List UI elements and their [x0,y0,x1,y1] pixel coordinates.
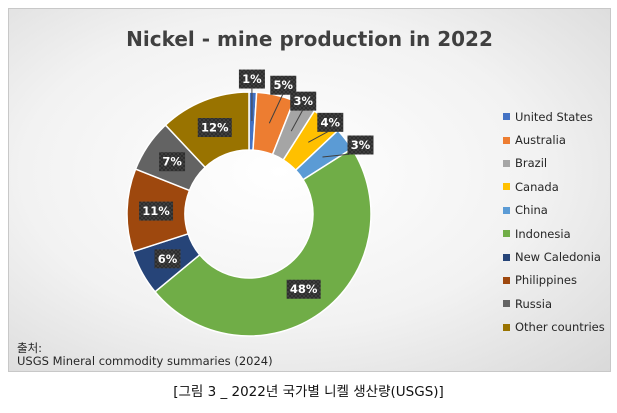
data-label-united-states: 1% [238,69,265,89]
legend-swatch [503,323,510,331]
leader-brazil [290,108,304,132]
legend-label: Australia [515,133,566,148]
legend-label: Indonesia [515,226,571,241]
data-label-box [154,249,181,269]
legend-swatch [503,230,510,238]
data-label-text: 12% [201,121,229,135]
legend-item-indonesia: Indonesia [503,222,605,245]
legend-item-brazil: Brazil [503,152,605,175]
legend-item-united-states: United States [503,105,605,128]
legend-item-australia: Australia [503,128,605,151]
source-text: USGS Mineral commodity summaries (2024) [17,354,273,368]
data-label-text: 6% [158,252,178,266]
legend-swatch [503,276,510,284]
data-label-box [197,118,232,138]
legend-label: China [515,203,548,218]
figure-caption: [그림 3 _ 2022년 국가별 니켈 생산량(USGS)] [173,384,444,400]
data-label-brazil: 3% [290,91,317,111]
leader-australia [268,93,284,124]
legend-label: Russia [515,296,552,311]
legend-swatch [503,159,510,167]
data-label-russia: 7% [159,152,186,172]
legend-label: Brazil [515,156,548,171]
chart-title: Nickel - mine production in 2022 [126,27,493,51]
legend-label: United States [515,109,593,124]
leader-canada [308,129,331,143]
data-label-box [286,279,321,299]
legend-item-philippines: Philippines [503,269,605,292]
data-label-box [270,75,297,95]
data-label-indonesia: 48% [286,279,321,299]
data-label-philippines: 11% [139,201,174,221]
data-label-china: 3% [347,135,374,155]
legend-swatch [503,206,510,214]
legend-label: Other countries [515,320,605,335]
legend-item-other-countries: Other countries [503,316,605,339]
data-label-new-caledonia: 6% [154,249,181,269]
legend-label: New Caledonia [515,250,601,265]
data-label-canada: 4% [317,112,344,132]
data-label-text: 5% [274,78,294,92]
legend-label: Philippines [515,273,577,288]
legend-label: Canada [515,179,559,194]
legend: United States Australia Brazil Canada China I… [503,105,605,339]
data-label-box [238,69,265,89]
legend-swatch [503,253,510,261]
legend-item-china: China [503,199,605,222]
data-label-text: 4% [321,115,341,129]
data-label-text: 1% [242,72,262,86]
donut-chart: 1% 5% 3% 4% 3% 48% 6% 11% 7% 12% [126,69,374,337]
data-label-box [347,135,374,155]
legend-swatch [503,300,510,308]
data-label-text: 3% [293,94,313,108]
legend-swatch [503,136,510,144]
legend-swatch [503,183,510,191]
data-label-box [317,112,344,132]
data-label-text: 48% [290,282,318,296]
chart-panel: 1% 5% 3% 4% 3% 48% 6% 11% 7% 12% Nickel - mine pr… [8,8,611,372]
data-label-text: 7% [162,155,182,169]
data-label-australia: 5% [270,75,297,95]
data-label-box [139,201,174,221]
data-label-other-countries: 12% [197,118,232,138]
legend-swatch [503,113,510,121]
source-label: 출처: [17,341,43,355]
data-label-box [290,91,317,111]
legend-item-new-caledonia: New Caledonia [503,245,605,268]
legend-item-russia: Russia [503,292,605,315]
data-label-text: 3% [351,138,371,152]
data-label-text: 11% [142,204,170,218]
data-label-box [159,152,186,172]
legend-item-canada: Canada [503,175,605,198]
